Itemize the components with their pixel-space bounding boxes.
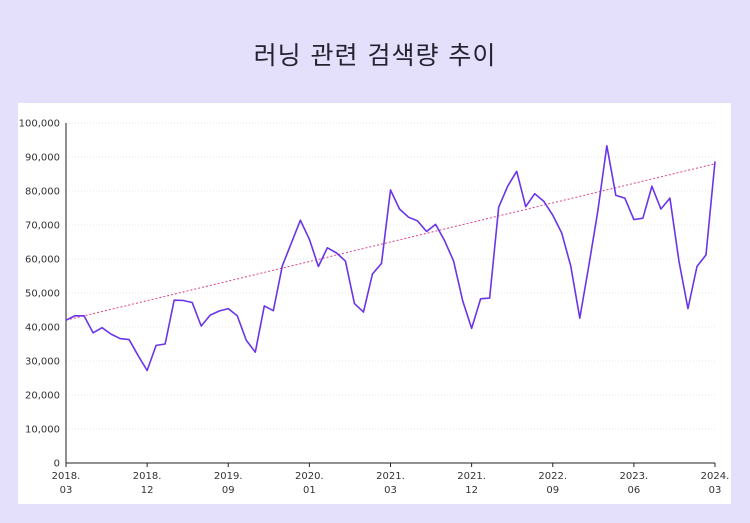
x-tick-label-month: 03 [384, 485, 397, 496]
x-tick-label-month: 01 [303, 485, 316, 496]
x-tick-label-year: 2021. [376, 471, 405, 482]
x-tick-label-year: 2024. [701, 471, 730, 482]
x-tick-label-year: 2019. [214, 471, 243, 482]
x-tick-label-year: 2023. [620, 471, 649, 482]
x-tick-label-month: 09 [546, 485, 559, 496]
trend-line [65, 163, 716, 321]
chart-title: 러닝 관련 검색량 추이 [253, 41, 497, 70]
y-tick-label: 30,000 [25, 357, 60, 368]
plot-panel: 0 10,000 20,000 30,000 40,000 50,000 60,000 70,… [18, 103, 731, 504]
y-tick-label: 40,000 [25, 323, 60, 334]
y-tick-label: 50,000 [25, 289, 60, 300]
y-tick-label: 100,000 [19, 119, 60, 130]
x-tick-label-month: 03 [709, 485, 722, 496]
x-tick-label-year: 2020. [295, 471, 324, 482]
x-tick-label-year: 2018. [52, 471, 81, 482]
y-tick-label: 0 [54, 459, 60, 470]
x-tick-label-month: 12 [141, 485, 154, 496]
y-tick-label: 10,000 [25, 425, 60, 436]
x-tick-label-month: 12 [465, 485, 478, 496]
y-tick-label: 80,000 [25, 187, 60, 198]
x-tick-label-year: 2021. [457, 471, 486, 482]
y-tick-label: 20,000 [25, 391, 60, 402]
x-tick-label-year: 2018. [133, 471, 162, 482]
y-tick-label: 90,000 [25, 153, 60, 164]
x-tick-label-month: 06 [628, 485, 641, 496]
y-tick-label: 60,000 [25, 255, 60, 266]
x-tick-label-month: 03 [60, 485, 73, 496]
line-chart: 0 10,000 20,000 30,000 40,000 50,000 60,000 70,… [19, 119, 730, 497]
y-tick-label: 70,000 [25, 221, 60, 232]
series-line [65, 144, 716, 372]
x-tick-label-month: 09 [222, 485, 235, 496]
x-tick-label-year: 2022. [538, 471, 567, 482]
